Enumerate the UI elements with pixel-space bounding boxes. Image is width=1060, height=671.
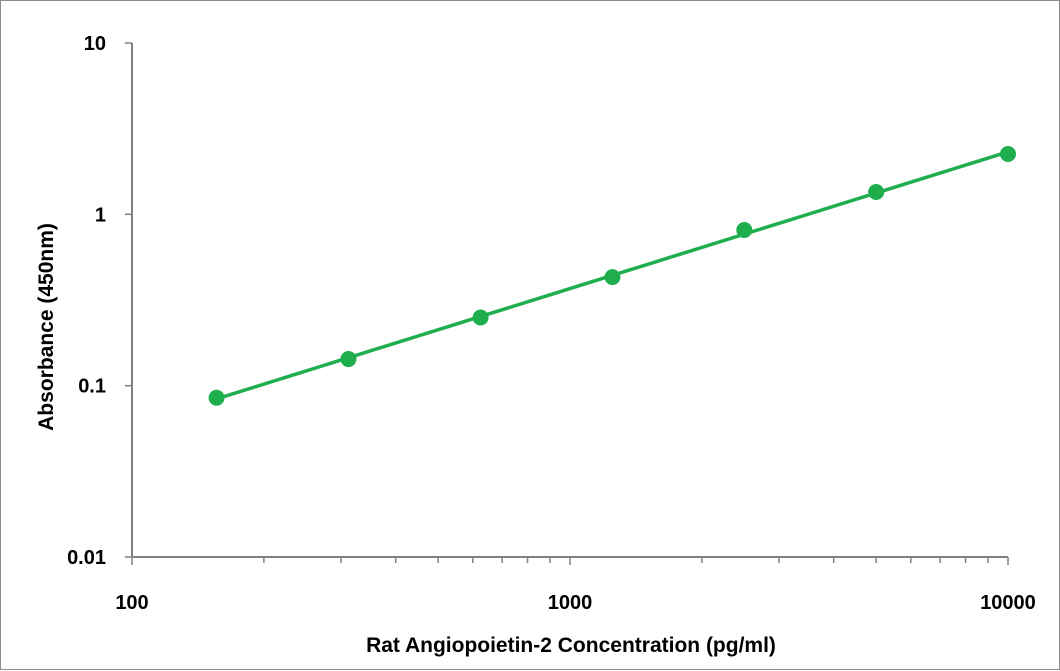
data-point bbox=[604, 269, 621, 286]
series-layer bbox=[208, 145, 1016, 406]
y-tick-labels: 0.01 0.1 1 10 bbox=[67, 33, 106, 569]
data-point bbox=[736, 222, 753, 239]
y-tick-label: 0.01 bbox=[67, 547, 106, 569]
data-point bbox=[208, 389, 225, 406]
x-tick-labels: 100 1000 10000 bbox=[115, 592, 1036, 614]
y-tick-label: 10 bbox=[84, 33, 106, 55]
data-point bbox=[340, 351, 357, 368]
x-axis-title: Rat Angiopoietin-2 Concentration (pg/ml) bbox=[366, 634, 776, 657]
y-tick-label: 0.1 bbox=[78, 376, 106, 398]
x-tick-label: 100 bbox=[115, 592, 148, 614]
y-tick-label: 1 bbox=[95, 204, 106, 226]
data-point bbox=[868, 184, 885, 201]
axes bbox=[131, 43, 1008, 558]
data-point bbox=[472, 309, 489, 326]
x-ticks bbox=[131, 557, 1009, 565]
y-axis-title: Absorbance (450nm) bbox=[35, 223, 58, 431]
x-tick-label: 1000 bbox=[548, 592, 593, 614]
y-ticks bbox=[125, 42, 132, 558]
data-point bbox=[1000, 145, 1016, 162]
x-tick-label: 10000 bbox=[980, 592, 1036, 614]
